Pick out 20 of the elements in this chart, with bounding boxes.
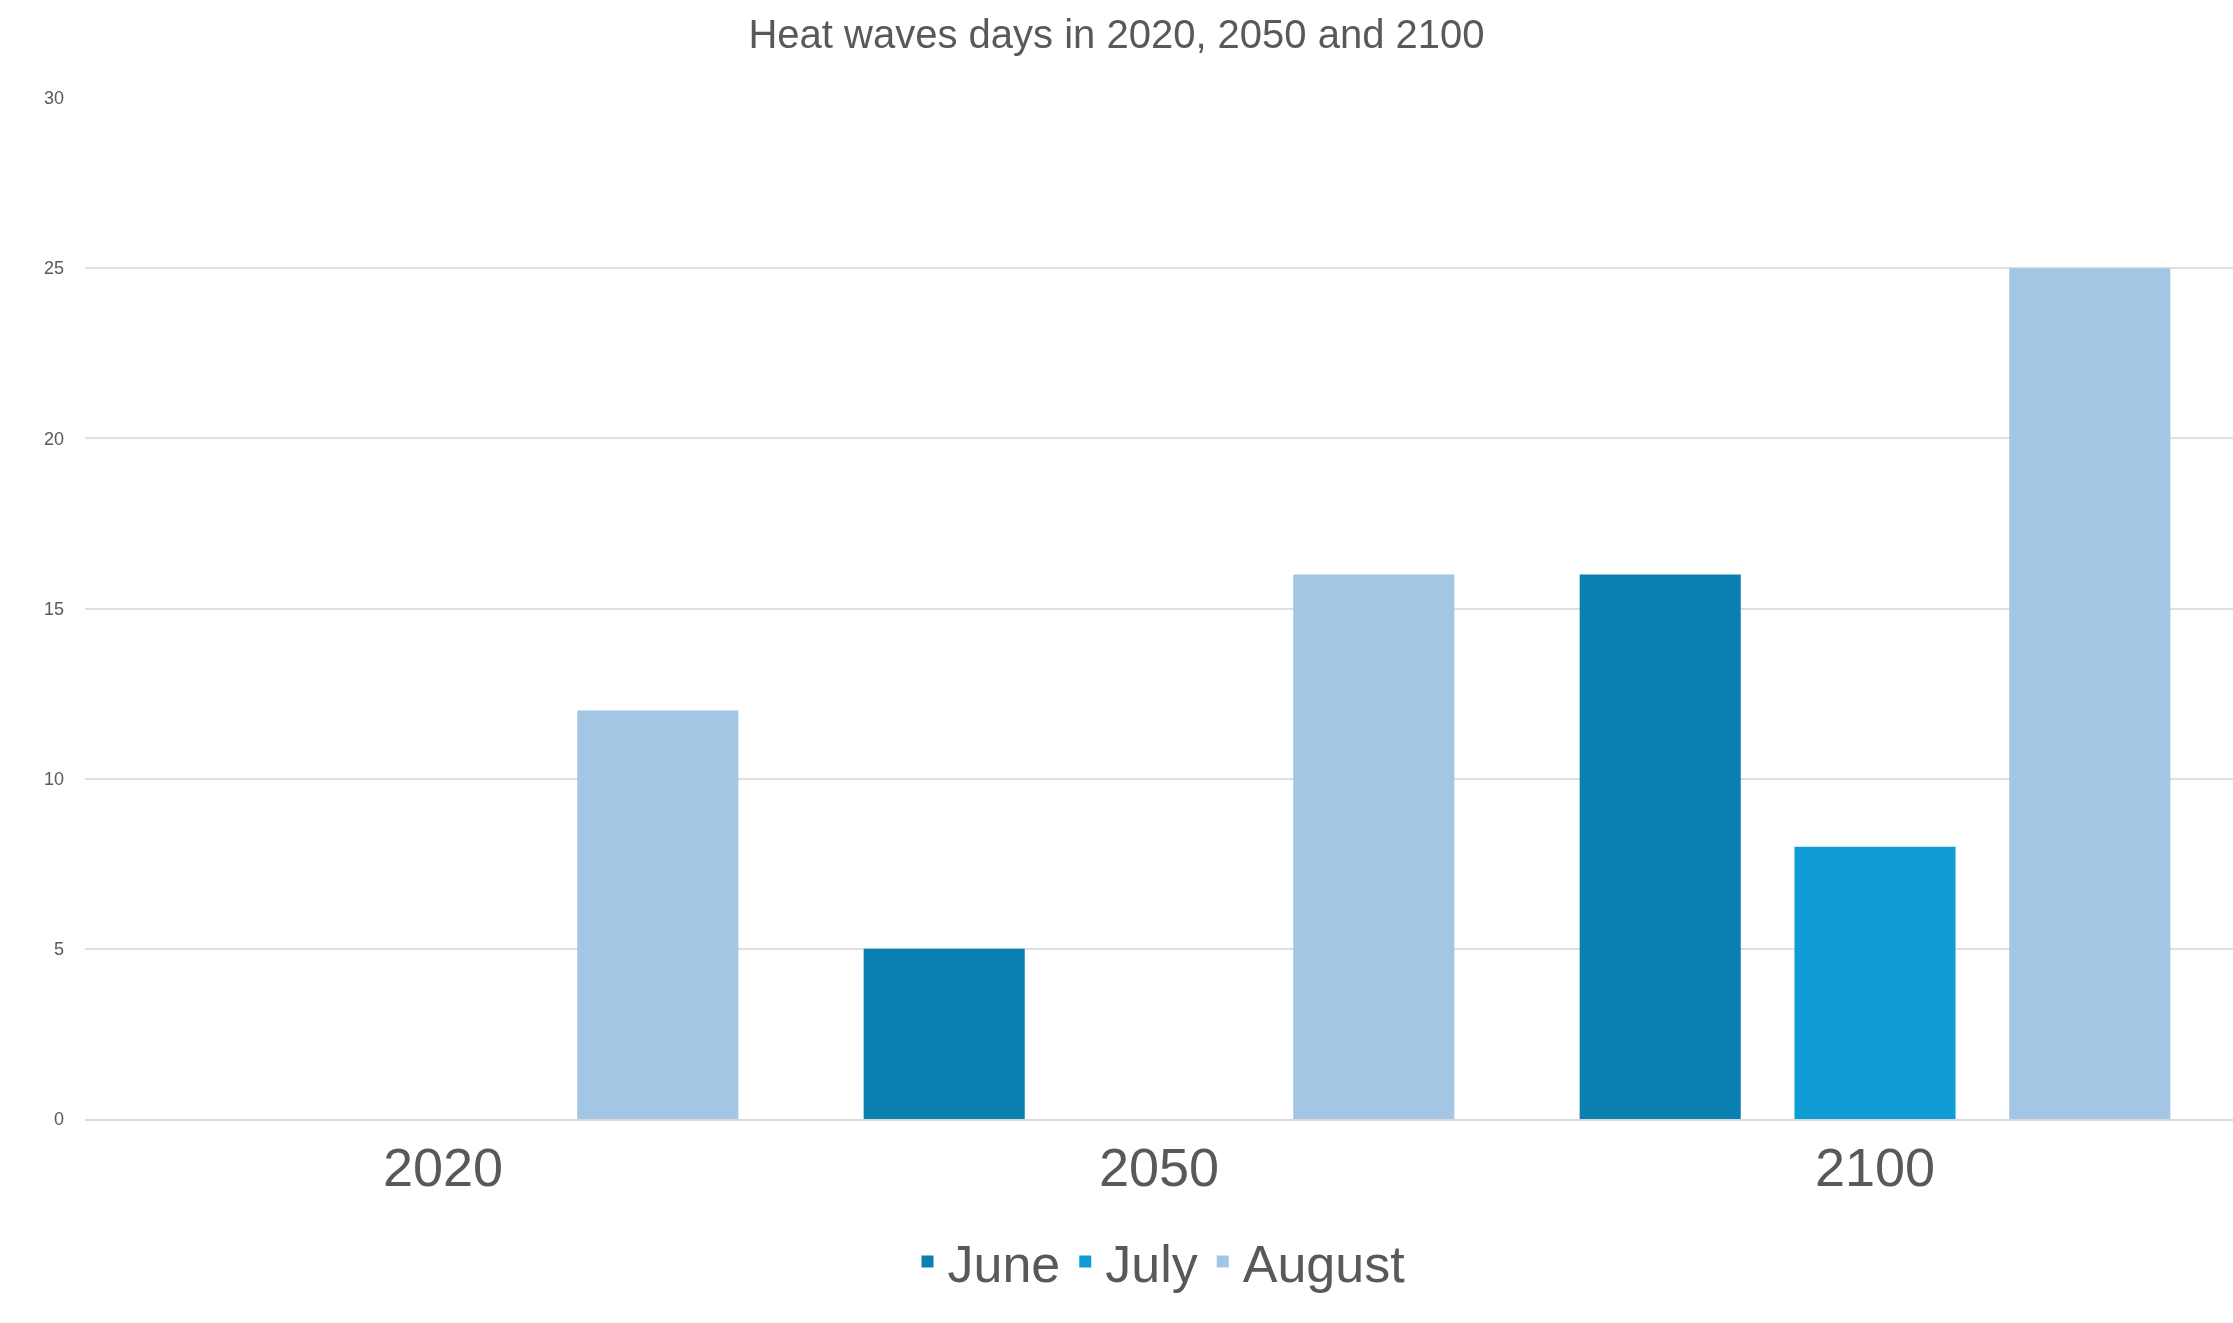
y-tick-label: 15 [43, 598, 64, 619]
x-tick-label: 2050 [1098, 1136, 1220, 1197]
legend-label: July [1105, 1234, 1198, 1293]
bar [577, 710, 739, 1119]
y-tick-label: 20 [43, 428, 64, 449]
bar [863, 948, 1025, 1119]
x-tick-label: 2020 [382, 1136, 504, 1197]
x-tick-label: 2100 [1814, 1136, 1936, 1197]
y-tick-label: 5 [53, 939, 64, 960]
bar [1579, 574, 1741, 1119]
bar [1794, 846, 1956, 1119]
bar [2009, 268, 2171, 1119]
legend-label: August [1242, 1234, 1406, 1293]
legend-label: June [947, 1234, 1061, 1293]
bar [1293, 574, 1455, 1119]
y-tick-label: 10 [43, 768, 64, 789]
y-tick-label: 25 [43, 258, 64, 279]
y-tick-label: 30 [43, 88, 64, 109]
y-tick-label: 0 [53, 1109, 64, 1130]
chart-title: Heat waves days in 2020, 2050 and 2100 [748, 11, 1485, 56]
